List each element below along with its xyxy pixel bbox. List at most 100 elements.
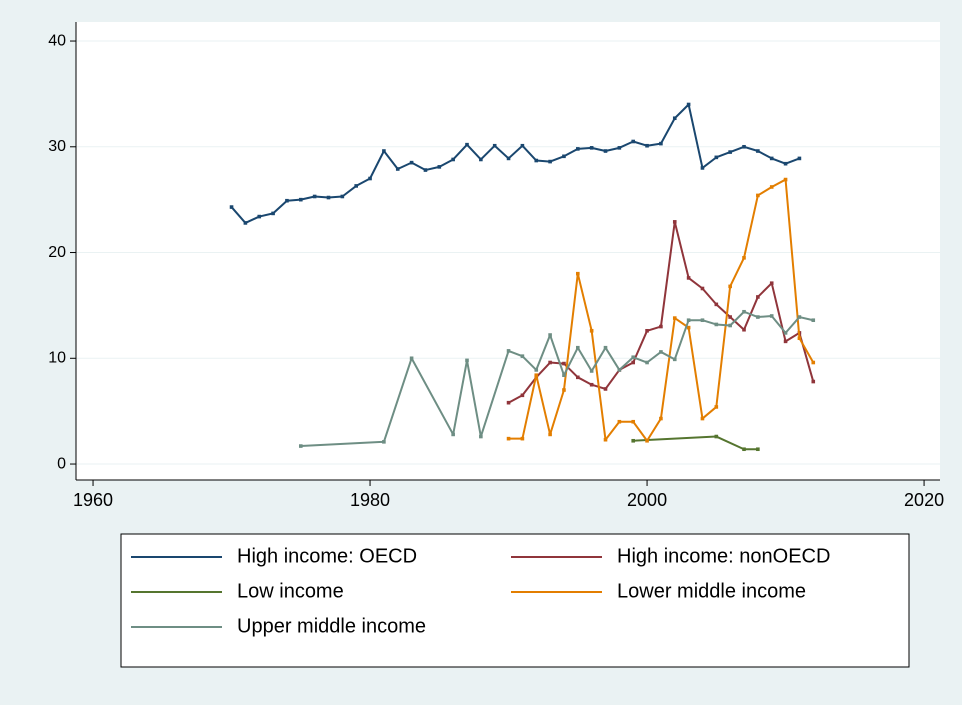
point-marker bbox=[465, 358, 469, 363]
point-marker bbox=[589, 382, 594, 387]
point-marker bbox=[576, 147, 580, 151]
point-marker bbox=[589, 369, 594, 373]
point-marker bbox=[783, 177, 788, 182]
point-marker bbox=[548, 432, 552, 437]
point-marker bbox=[783, 339, 788, 344]
point-marker bbox=[672, 116, 677, 121]
point-marker bbox=[479, 434, 483, 439]
point-marker bbox=[714, 322, 719, 327]
point-marker bbox=[756, 149, 760, 153]
point-marker bbox=[617, 419, 622, 424]
point-marker bbox=[271, 211, 275, 216]
y-tick-label: 0 bbox=[57, 455, 66, 472]
point-marker bbox=[451, 157, 455, 162]
y-tick-label: 20 bbox=[48, 244, 66, 261]
point-marker bbox=[576, 345, 580, 350]
point-marker bbox=[728, 323, 732, 328]
point-marker bbox=[645, 360, 649, 365]
point-marker bbox=[479, 157, 483, 162]
point-marker bbox=[797, 315, 802, 319]
point-marker bbox=[506, 156, 511, 161]
y-tick-label: 30 bbox=[48, 138, 66, 155]
point-marker bbox=[465, 142, 469, 147]
point-marker bbox=[340, 194, 345, 199]
point-marker bbox=[742, 447, 746, 452]
x-tick-label: 1980 bbox=[350, 490, 390, 510]
point-marker bbox=[603, 387, 608, 391]
point-marker bbox=[631, 419, 636, 424]
point-marker bbox=[520, 436, 525, 441]
point-marker bbox=[534, 368, 539, 372]
point-marker bbox=[298, 444, 303, 448]
point-marker bbox=[756, 193, 760, 198]
point-marker bbox=[562, 388, 566, 392]
point-marker bbox=[714, 302, 719, 307]
legend-label: Low income bbox=[237, 580, 344, 602]
point-marker bbox=[645, 328, 649, 333]
x-tick-label: 2000 bbox=[627, 490, 667, 510]
point-marker bbox=[520, 393, 525, 398]
point-marker bbox=[728, 284, 732, 289]
point-marker bbox=[520, 354, 525, 358]
point-marker bbox=[603, 149, 608, 153]
point-marker bbox=[492, 143, 497, 148]
point-marker bbox=[631, 355, 636, 360]
point-marker bbox=[659, 324, 663, 329]
legend-label: Lower middle income bbox=[617, 580, 806, 602]
point-marker bbox=[645, 438, 649, 443]
point-marker bbox=[562, 361, 566, 366]
legend-label: High income: OECD bbox=[237, 545, 417, 567]
point-marker bbox=[437, 165, 442, 169]
point-marker bbox=[562, 154, 566, 159]
point-marker bbox=[423, 168, 428, 172]
point-marker bbox=[506, 436, 511, 441]
point-marker bbox=[797, 156, 802, 161]
point-marker bbox=[257, 214, 262, 219]
point-marker bbox=[728, 315, 732, 319]
point-marker bbox=[700, 286, 705, 291]
point-marker bbox=[686, 318, 691, 323]
point-marker bbox=[548, 360, 552, 365]
point-marker bbox=[603, 345, 608, 350]
point-marker bbox=[672, 357, 677, 362]
point-marker bbox=[700, 166, 705, 170]
point-marker bbox=[672, 220, 677, 224]
point-marker bbox=[797, 336, 802, 340]
plot-area bbox=[76, 22, 940, 480]
point-marker bbox=[520, 143, 525, 148]
point-marker bbox=[700, 416, 705, 421]
point-marker bbox=[769, 156, 774, 161]
point-marker bbox=[409, 160, 414, 165]
point-marker bbox=[659, 350, 663, 354]
point-marker bbox=[714, 405, 719, 409]
point-marker bbox=[742, 309, 746, 314]
point-marker bbox=[603, 437, 608, 442]
x-tick-label: 2020 bbox=[904, 490, 944, 510]
point-marker bbox=[562, 373, 566, 378]
point-marker bbox=[783, 331, 788, 335]
y-tick-label: 10 bbox=[48, 350, 66, 367]
point-marker bbox=[645, 143, 649, 148]
point-marker bbox=[631, 139, 636, 144]
point-marker bbox=[769, 281, 774, 286]
point-marker bbox=[631, 360, 636, 365]
point-marker bbox=[714, 434, 719, 439]
point-marker bbox=[506, 349, 511, 353]
point-marker bbox=[811, 379, 816, 384]
point-marker bbox=[742, 327, 746, 332]
point-marker bbox=[756, 447, 760, 452]
point-marker bbox=[617, 368, 622, 372]
point-marker bbox=[617, 146, 622, 150]
point-marker bbox=[382, 149, 386, 153]
point-marker bbox=[534, 158, 539, 163]
x-tick-label: 1960 bbox=[73, 490, 113, 510]
point-marker bbox=[728, 150, 732, 154]
legend-label: Upper middle income bbox=[237, 615, 426, 637]
point-marker bbox=[506, 400, 511, 405]
y-tick-label: 40 bbox=[48, 32, 66, 49]
point-marker bbox=[769, 185, 774, 189]
point-marker bbox=[382, 440, 386, 444]
point-marker bbox=[395, 167, 400, 171]
point-marker bbox=[451, 432, 455, 437]
